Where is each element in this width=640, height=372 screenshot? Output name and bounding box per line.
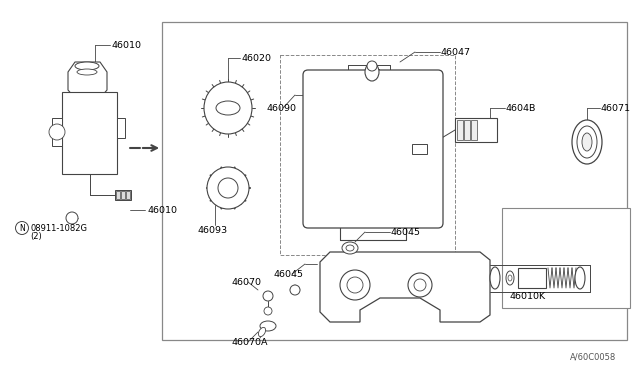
Bar: [471, 120, 477, 140]
Text: 4604B: 4604B: [506, 104, 536, 113]
Ellipse shape: [575, 267, 585, 289]
Ellipse shape: [218, 178, 238, 198]
Ellipse shape: [577, 126, 597, 158]
Ellipse shape: [216, 101, 240, 115]
Circle shape: [290, 285, 300, 295]
Polygon shape: [68, 62, 107, 98]
Text: 46047: 46047: [441, 48, 471, 57]
Text: 46090: 46090: [267, 104, 297, 113]
Bar: [115, 190, 131, 200]
Text: 46071: 46071: [601, 104, 631, 113]
Bar: [121, 191, 125, 199]
Text: A/60C0058: A/60C0058: [570, 352, 616, 361]
Ellipse shape: [259, 327, 266, 337]
Ellipse shape: [77, 69, 97, 75]
Bar: [126, 191, 130, 199]
Ellipse shape: [582, 133, 592, 151]
Bar: [117, 118, 125, 138]
Circle shape: [15, 221, 29, 234]
Ellipse shape: [367, 61, 377, 71]
Ellipse shape: [572, 120, 602, 164]
Text: (2): (2): [30, 232, 42, 241]
Bar: [457, 120, 463, 140]
Circle shape: [408, 273, 432, 297]
Bar: [464, 120, 470, 140]
Ellipse shape: [342, 242, 358, 254]
Bar: [455, 118, 497, 142]
Ellipse shape: [260, 321, 276, 331]
Text: 46020: 46020: [241, 54, 271, 63]
Circle shape: [49, 124, 65, 140]
Text: 46093: 46093: [198, 226, 228, 235]
Text: 46070A: 46070A: [232, 338, 269, 347]
Text: 46010K: 46010K: [510, 292, 546, 301]
Circle shape: [347, 277, 363, 293]
Bar: [518, 268, 546, 288]
Ellipse shape: [508, 275, 512, 281]
Circle shape: [340, 270, 370, 300]
Bar: [52, 118, 62, 146]
Ellipse shape: [346, 245, 354, 251]
Text: 46045: 46045: [391, 228, 421, 237]
Bar: [162, 22, 627, 340]
Ellipse shape: [506, 271, 514, 285]
Ellipse shape: [204, 82, 252, 134]
Ellipse shape: [207, 167, 249, 209]
Bar: [116, 191, 120, 199]
Polygon shape: [320, 252, 490, 322]
Ellipse shape: [490, 267, 500, 289]
Bar: [62, 92, 117, 174]
Circle shape: [66, 212, 78, 224]
Ellipse shape: [365, 63, 379, 81]
Circle shape: [414, 279, 426, 291]
Ellipse shape: [75, 62, 99, 70]
Circle shape: [264, 307, 272, 315]
Text: 46010: 46010: [111, 41, 141, 50]
Bar: [502, 208, 630, 308]
Circle shape: [263, 291, 273, 301]
Bar: [412, 144, 427, 154]
FancyBboxPatch shape: [303, 70, 443, 228]
Text: N: N: [19, 224, 25, 232]
Text: 08911-1082G: 08911-1082G: [30, 224, 87, 233]
Text: 46010: 46010: [147, 206, 177, 215]
Text: 46070: 46070: [232, 278, 262, 287]
Text: 46045: 46045: [274, 270, 304, 279]
Bar: [280, 55, 455, 255]
